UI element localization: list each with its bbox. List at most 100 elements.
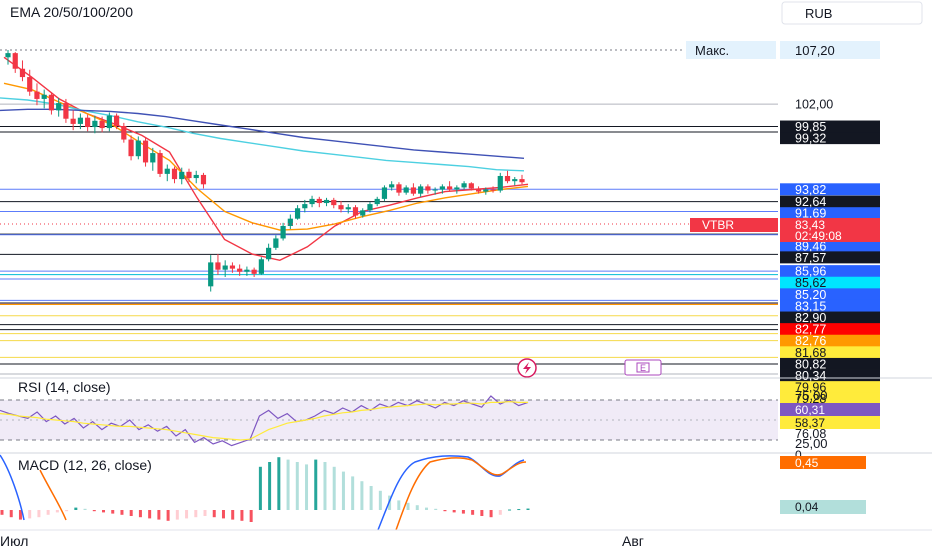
macd-hist-bar [268, 462, 272, 510]
candle-body[interactable] [48, 94, 55, 111]
macd-title[interactable]: MACD (12, 26, close) [18, 457, 152, 473]
candle-body[interactable] [258, 259, 264, 274]
earnings-e-icon[interactable] [624, 359, 662, 376]
candle-body[interactable] [309, 198, 315, 205]
candle-body[interactable] [106, 115, 112, 129]
current-price-value: 83,43 [795, 218, 825, 232]
candle-body[interactable] [179, 171, 185, 180]
events-button[interactable]: E [624, 359, 662, 376]
time-axis-left[interactable]: Июл [0, 533, 28, 549]
candle-body[interactable] [34, 91, 40, 99]
candle-body[interactable] [454, 187, 460, 190]
candle-body[interactable] [331, 199, 337, 206]
candle-body[interactable] [483, 189, 489, 192]
candle-body[interactable] [338, 205, 344, 210]
candle-body[interactable] [121, 126, 127, 140]
candle-body[interactable] [352, 207, 359, 216]
candle-body[interactable] [396, 184, 402, 193]
candle-body[interactable] [447, 186, 453, 190]
macd-hist-bar [65, 510, 69, 512]
currency-label: RUB [805, 6, 832, 21]
time-axis-right[interactable]: Авг [622, 533, 644, 549]
candle-body[interactable] [367, 204, 373, 211]
candle-body[interactable] [128, 139, 134, 157]
candle-body[interactable] [475, 188, 482, 192]
candle-body[interactable] [273, 238, 279, 248]
candle-body[interactable] [70, 118, 76, 124]
candle-body[interactable] [425, 186, 431, 191]
candle-body[interactable] [439, 186, 445, 190]
macd-hist-value: 0,04 [795, 500, 819, 514]
candle-body[interactable] [294, 208, 301, 219]
price-level-box [780, 239, 880, 252]
price-level-label: 80,34 [795, 369, 826, 383]
candle-body[interactable] [251, 269, 257, 274]
candle-body[interactable] [403, 187, 409, 193]
price-scale[interactable]: 102,0099,8599,3293,8292,6491,6989,5189,4… [780, 98, 880, 441]
candle-body[interactable] [512, 179, 518, 182]
ema-indicator-title[interactable]: EMA 20/50/100/200 [10, 4, 133, 20]
candle-body[interactable] [5, 53, 11, 58]
candle-body[interactable] [27, 77, 33, 92]
candle-body[interactable] [280, 225, 286, 239]
macd-hist-bar [314, 459, 318, 510]
candle-body[interactable] [85, 117, 91, 128]
currency-box[interactable] [781, 1, 923, 25]
candle-body[interactable] [164, 168, 170, 174]
candle-body[interactable] [186, 171, 192, 179]
candle-body[interactable] [135, 140, 141, 157]
candle-body[interactable] [244, 269, 250, 272]
candle-body[interactable] [92, 120, 98, 128]
candle-body[interactable] [12, 53, 18, 69]
candle-body[interactable] [519, 179, 525, 183]
candle-body[interactable] [432, 189, 438, 191]
candle-body[interactable] [222, 265, 228, 270]
candle-body[interactable] [63, 103, 69, 119]
macd-hist-bar [102, 510, 106, 513]
candle-body[interactable] [200, 174, 207, 185]
candle-body[interactable] [389, 184, 395, 188]
candle-body[interactable] [490, 189, 496, 191]
candle-body[interactable] [99, 120, 105, 129]
candle-body[interactable] [77, 117, 83, 124]
candle-body[interactable] [19, 68, 26, 78]
candle-body[interactable] [410, 187, 417, 194]
candle-body[interactable] [142, 140, 149, 163]
candle-body[interactable] [468, 183, 474, 189]
price-level-box [780, 311, 880, 324]
candle-body[interactable] [150, 153, 156, 163]
candle-body[interactable] [381, 187, 388, 199]
candle-body[interactable] [237, 268, 243, 272]
rsi-title[interactable]: RSI (14, close) [18, 379, 111, 395]
candle-body[interactable] [193, 174, 199, 179]
candle-body[interactable] [287, 218, 293, 226]
candle-body[interactable] [316, 198, 322, 204]
candle-body[interactable] [229, 265, 236, 269]
candle-body[interactable] [41, 94, 47, 99]
price-level-label: 76,08 [795, 427, 826, 441]
ticker-box[interactable] [690, 218, 778, 232]
candle-body[interactable] [497, 175, 503, 191]
candle-body[interactable] [461, 183, 467, 188]
candlesticks[interactable] [5, 50, 525, 292]
price-level-box [780, 183, 880, 196]
candle-body[interactable] [171, 168, 178, 180]
alert-button[interactable] [517, 358, 537, 378]
candle-body[interactable] [266, 247, 272, 260]
candle-body[interactable] [56, 103, 62, 111]
candle-body[interactable] [215, 262, 221, 270]
candle-body[interactable] [374, 198, 380, 205]
ema-200-line [0, 108, 525, 159]
candle-body[interactable] [113, 115, 120, 127]
candle-body[interactable] [360, 210, 366, 216]
macd-hist-bar [461, 510, 465, 514]
candle-body[interactable] [418, 186, 424, 194]
candle-body[interactable] [157, 153, 163, 174]
macd-hist-bar [221, 510, 225, 519]
candle-body[interactable] [323, 199, 330, 204]
candle-body[interactable] [504, 175, 511, 182]
candle-body[interactable] [302, 204, 308, 209]
candle-body[interactable] [345, 207, 351, 210]
candle-body[interactable] [208, 262, 214, 287]
